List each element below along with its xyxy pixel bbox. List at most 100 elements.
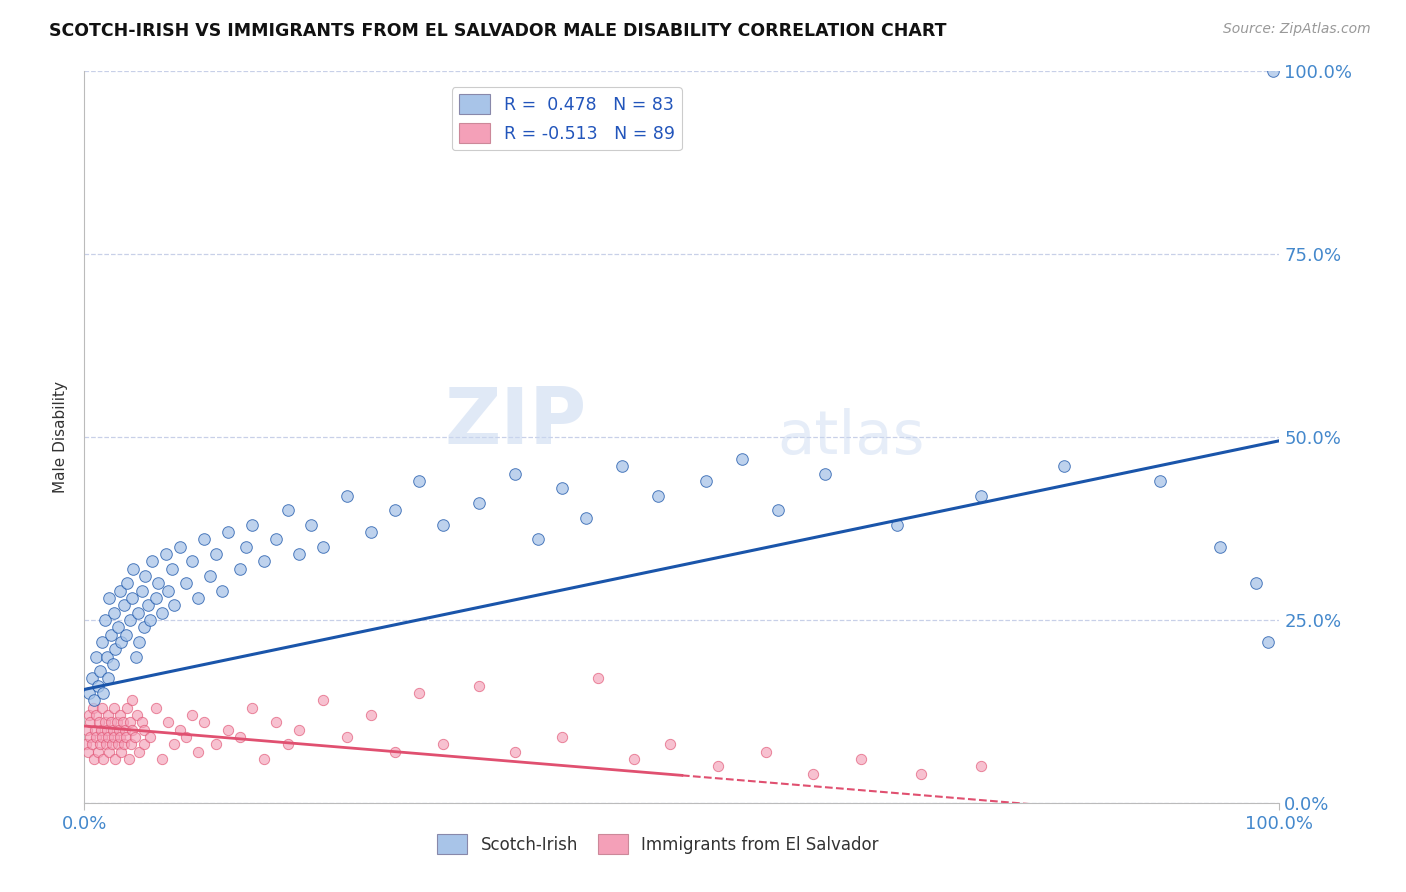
Point bbox=[211, 583, 233, 598]
Point bbox=[551, 481, 574, 495]
Point bbox=[193, 533, 215, 547]
Point bbox=[408, 474, 430, 488]
Point bbox=[193, 715, 215, 730]
Point bbox=[77, 708, 100, 723]
Point bbox=[103, 730, 125, 744]
Point bbox=[94, 737, 117, 751]
Point bbox=[163, 599, 186, 613]
Point bbox=[107, 737, 129, 751]
Point bbox=[277, 503, 299, 517]
Point bbox=[814, 467, 837, 481]
Point bbox=[86, 730, 108, 744]
Point bbox=[503, 745, 526, 759]
Point bbox=[97, 672, 120, 686]
Point bbox=[205, 737, 228, 751]
Point bbox=[117, 752, 139, 766]
Text: atlas: atlas bbox=[778, 408, 925, 467]
Point bbox=[79, 715, 101, 730]
Point bbox=[145, 700, 167, 714]
Point bbox=[141, 554, 163, 568]
Point bbox=[148, 576, 170, 591]
Point bbox=[336, 730, 359, 744]
Point bbox=[240, 700, 263, 714]
Point bbox=[93, 686, 115, 700]
Point bbox=[731, 452, 754, 467]
Point bbox=[174, 730, 197, 744]
Point bbox=[96, 723, 118, 737]
Point bbox=[139, 613, 162, 627]
Point bbox=[169, 540, 191, 554]
Point bbox=[128, 635, 150, 649]
Point bbox=[83, 693, 105, 707]
Point bbox=[301, 517, 323, 532]
Point bbox=[253, 554, 276, 568]
Point bbox=[86, 708, 108, 723]
Point bbox=[125, 649, 148, 664]
Point bbox=[695, 474, 717, 488]
Point bbox=[157, 583, 180, 598]
Point bbox=[288, 723, 311, 737]
Point bbox=[89, 737, 111, 751]
Point bbox=[101, 737, 124, 751]
Point bbox=[169, 723, 191, 737]
Point bbox=[851, 752, 873, 766]
Point bbox=[114, 723, 136, 737]
Point bbox=[87, 715, 110, 730]
Point bbox=[96, 649, 118, 664]
Point bbox=[145, 591, 167, 605]
Point bbox=[360, 525, 382, 540]
Point bbox=[124, 730, 146, 744]
Point bbox=[766, 503, 789, 517]
Point bbox=[83, 752, 105, 766]
Point bbox=[264, 533, 287, 547]
Point bbox=[120, 737, 142, 751]
Legend: Scotch-Irish, Immigrants from El Salvador: Scotch-Irish, Immigrants from El Salvado… bbox=[430, 828, 886, 860]
Point bbox=[75, 737, 97, 751]
Point bbox=[886, 517, 908, 532]
Point bbox=[181, 554, 204, 568]
Point bbox=[98, 591, 121, 605]
Point bbox=[110, 708, 132, 723]
Point bbox=[93, 752, 115, 766]
Point bbox=[117, 700, 139, 714]
Point bbox=[97, 730, 120, 744]
Point bbox=[1209, 540, 1232, 554]
Point bbox=[612, 459, 634, 474]
Point bbox=[104, 642, 127, 657]
Point bbox=[121, 723, 143, 737]
Point bbox=[155, 547, 177, 561]
Point bbox=[118, 715, 141, 730]
Point bbox=[122, 562, 145, 576]
Point bbox=[112, 737, 135, 751]
Point bbox=[128, 745, 150, 759]
Point bbox=[288, 547, 311, 561]
Point bbox=[229, 730, 252, 744]
Point bbox=[136, 599, 159, 613]
Point bbox=[527, 533, 550, 547]
Point bbox=[384, 745, 406, 759]
Point bbox=[76, 723, 98, 737]
Text: Source: ZipAtlas.com: Source: ZipAtlas.com bbox=[1223, 22, 1371, 37]
Point bbox=[132, 620, 156, 634]
Point bbox=[707, 759, 730, 773]
Point bbox=[80, 737, 103, 751]
Point bbox=[86, 745, 108, 759]
Point bbox=[121, 591, 143, 605]
Point bbox=[84, 723, 107, 737]
Point bbox=[101, 657, 124, 671]
Point bbox=[432, 517, 454, 532]
Point bbox=[103, 700, 125, 714]
Point bbox=[803, 766, 825, 780]
Point bbox=[115, 730, 138, 744]
Point bbox=[125, 708, 148, 723]
Point bbox=[623, 752, 645, 766]
Point bbox=[163, 737, 186, 751]
Point bbox=[89, 664, 111, 678]
Point bbox=[105, 715, 128, 730]
Point bbox=[1263, 64, 1285, 78]
Point bbox=[100, 715, 122, 730]
Point bbox=[91, 700, 114, 714]
Point bbox=[100, 627, 122, 641]
Point bbox=[134, 569, 156, 583]
Text: SCOTCH-IRISH VS IMMIGRANTS FROM EL SALVADOR MALE DISABILITY CORRELATION CHART: SCOTCH-IRISH VS IMMIGRANTS FROM EL SALVA… bbox=[49, 22, 946, 40]
